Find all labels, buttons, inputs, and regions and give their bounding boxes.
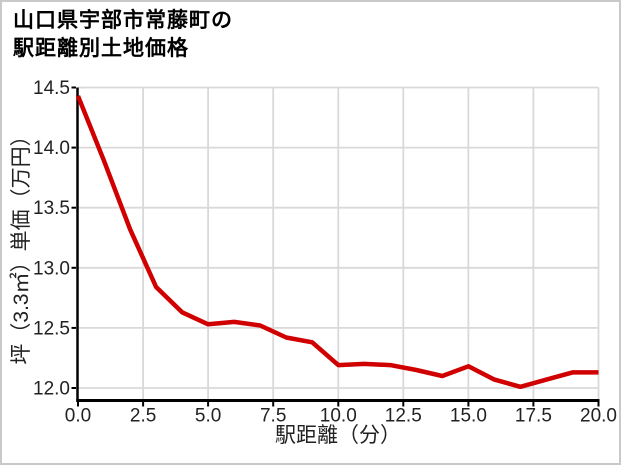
- y-tick-label: 12.0: [33, 379, 70, 400]
- x-tick-label: 15.0: [450, 406, 487, 427]
- price-line-series: [75, 95, 599, 390]
- chart-title: 山口県宇部市常藤町の 駅距離別土地価格: [13, 7, 233, 63]
- y-tick-label: 13.5: [33, 198, 70, 219]
- price-line: [75, 95, 599, 390]
- tick-labels: 0.0 2.5 5.0 7.5 10.0 12.5 15.0 17.5 20.0 12.0 12.5…: [33, 78, 617, 427]
- x-tick-label: 17.5: [515, 406, 552, 427]
- y-axis-label: 坪（3.3㎡）単価（万円）: [9, 125, 33, 364]
- x-tick-label: 10.0: [320, 406, 357, 427]
- grid-lines: [78, 86, 600, 400]
- x-tick-label: 7.5: [260, 406, 286, 427]
- x-axis-label: 駅距離（分）: [275, 424, 401, 447]
- y-tick-label: 14.5: [33, 78, 70, 99]
- x-tick-label: 5.0: [195, 406, 221, 427]
- chart-title-line2: 駅距離別土地価格: [13, 37, 189, 60]
- y-tick-label: 12.5: [33, 318, 70, 339]
- x-tick-label: 20.0: [580, 406, 617, 427]
- chart-title-line1: 山口県宇部市常藤町の: [13, 9, 233, 32]
- y-tick-label: 13.0: [33, 258, 70, 279]
- y-tick-label: 14.0: [33, 138, 70, 159]
- x-tick-label: 12.5: [385, 406, 422, 427]
- x-tick-label: 0.0: [65, 406, 91, 427]
- x-tick-label: 2.5: [130, 406, 156, 427]
- axes: [71, 86, 600, 407]
